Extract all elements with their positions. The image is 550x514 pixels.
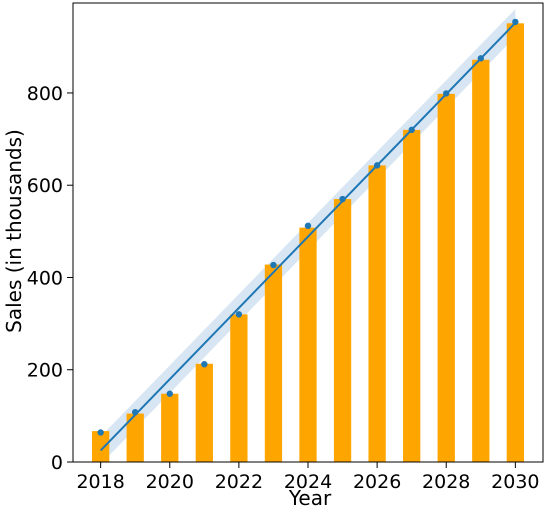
bar-2028 — [437, 93, 455, 463]
y-tick-label-200: 200 — [27, 360, 63, 382]
bar-2027 — [403, 129, 421, 462]
scatter-layer — [97, 18, 519, 436]
x-tick-label-2030: 2030 — [491, 471, 539, 493]
y-tick-label-600: 600 — [27, 175, 63, 197]
point-2021 — [201, 361, 208, 368]
y-axis-label: Sales (in thousands) — [2, 129, 26, 333]
bar-2029 — [472, 59, 490, 463]
point-2028 — [443, 90, 450, 97]
bar-2018 — [92, 431, 110, 462]
bar-2030 — [506, 23, 524, 463]
point-2025 — [339, 195, 346, 203]
x-axis-label: Year — [288, 486, 332, 510]
bar-2026 — [368, 165, 386, 463]
y-tick-label-0: 0 — [51, 452, 63, 474]
point-2022 — [235, 311, 243, 318]
point-2018 — [97, 429, 104, 436]
point-2024 — [304, 222, 312, 230]
bar-2019 — [126, 413, 144, 462]
bar-layer — [92, 23, 524, 463]
point-2026 — [373, 162, 381, 169]
x-tick-label-2022: 2022 — [215, 471, 263, 493]
point-2029 — [477, 55, 484, 62]
bar-2020 — [161, 393, 179, 462]
axes: 2018 2020 2022 2024 2026 2028 2030 0 200 400 600 80… — [27, 2, 544, 493]
point-2019 — [132, 408, 139, 416]
x-tick-label-2018: 2018 — [76, 471, 124, 493]
bar-2021 — [195, 363, 213, 462]
point-2020 — [166, 390, 173, 397]
point-2023 — [270, 261, 277, 269]
x-tick-label-2020: 2020 — [146, 471, 194, 493]
y-tick-label-400: 400 — [27, 267, 63, 289]
y-tick-label-800: 800 — [27, 83, 63, 105]
point-2030 — [512, 18, 519, 26]
x-tick-label-2026: 2026 — [353, 471, 401, 493]
bar-2024 — [299, 227, 317, 462]
x-tick-label-2024: 2024 — [284, 471, 332, 493]
bar-2022 — [230, 314, 248, 462]
bar-2025 — [333, 199, 352, 462]
bar-2023 — [264, 264, 283, 462]
point-2027 — [408, 126, 415, 134]
x-tick-label-2028: 2028 — [422, 471, 470, 493]
